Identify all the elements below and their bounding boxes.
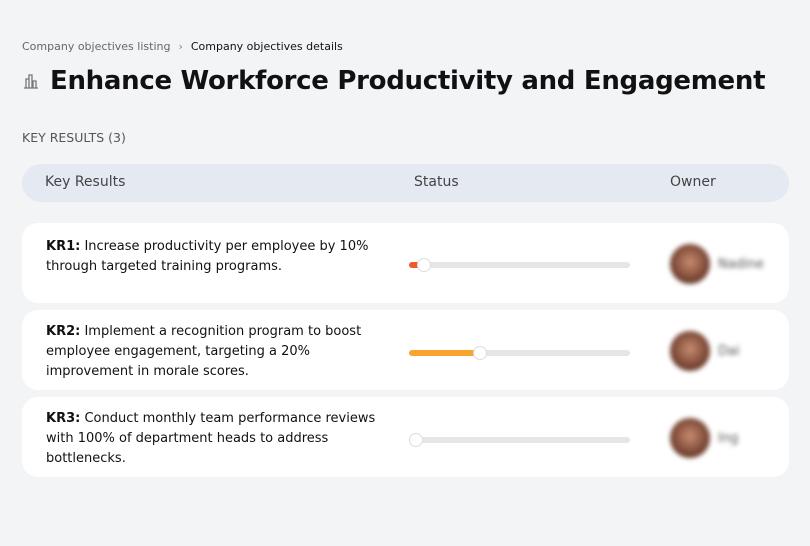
table-row[interactable]: KR2: Implement a recognition program to …	[22, 310, 789, 390]
table-header: Key Results Status Owner	[22, 164, 789, 202]
buildings-icon	[24, 74, 38, 89]
avatar	[670, 418, 710, 458]
key-result-text: KR2: Implement a recognition program to …	[46, 322, 376, 382]
progress-bar[interactable]	[409, 346, 630, 360]
key-result-description: Conduct monthly team performance reviews…	[46, 411, 376, 466]
header-status: Status	[414, 174, 459, 190]
breadcrumb-separator: ›	[178, 40, 183, 53]
section-label: KEY RESULTS (3)	[22, 130, 126, 145]
owner-name: Nadine	[718, 256, 764, 272]
avatar	[670, 244, 710, 284]
breadcrumb-parent-link[interactable]: Company objectives listing	[22, 40, 171, 53]
table-row[interactable]: KR1: Increase productivity per employee …	[22, 223, 789, 303]
progress-handle[interactable]	[417, 258, 432, 272]
table-row[interactable]: KR3: Conduct monthly team performance re…	[22, 397, 789, 477]
key-result-text: KR3: Conduct monthly team performance re…	[46, 409, 376, 469]
progress-handle[interactable]	[408, 433, 423, 447]
progress-fill	[409, 262, 425, 268]
key-result-description: Increase productivity per employee by 10…	[46, 239, 369, 274]
breadcrumb: Company objectives listing › Company obj…	[22, 40, 343, 53]
progress-bar[interactable]	[408, 433, 630, 447]
key-result-id: KR2:	[46, 324, 81, 339]
owner[interactable]: Ing	[670, 418, 738, 458]
header-owner: Owner	[670, 174, 716, 190]
key-result-description: Implement a recognition program to boost…	[46, 324, 362, 379]
progress-handle[interactable]	[472, 346, 487, 360]
key-result-text: KR1: Increase productivity per employee …	[46, 237, 376, 277]
breadcrumb-current: Company objectives details	[190, 40, 343, 53]
progress-fill	[409, 350, 480, 356]
owner-name: Ing	[718, 430, 739, 446]
header-key-results: Key Results	[45, 174, 126, 190]
page-header: Enhance Workforce Productivity and Engag…	[22, 66, 766, 96]
owner-name: Dai	[718, 343, 740, 359]
key-result-id: KR1:	[46, 239, 81, 254]
avatar	[670, 331, 710, 371]
owner[interactable]: Nadine	[670, 244, 764, 284]
progress-bar[interactable]	[409, 258, 630, 272]
page-title: Enhance Workforce Productivity and Engag…	[50, 66, 766, 96]
key-result-id: KR3:	[46, 411, 81, 426]
owner[interactable]: Dai	[670, 331, 740, 371]
